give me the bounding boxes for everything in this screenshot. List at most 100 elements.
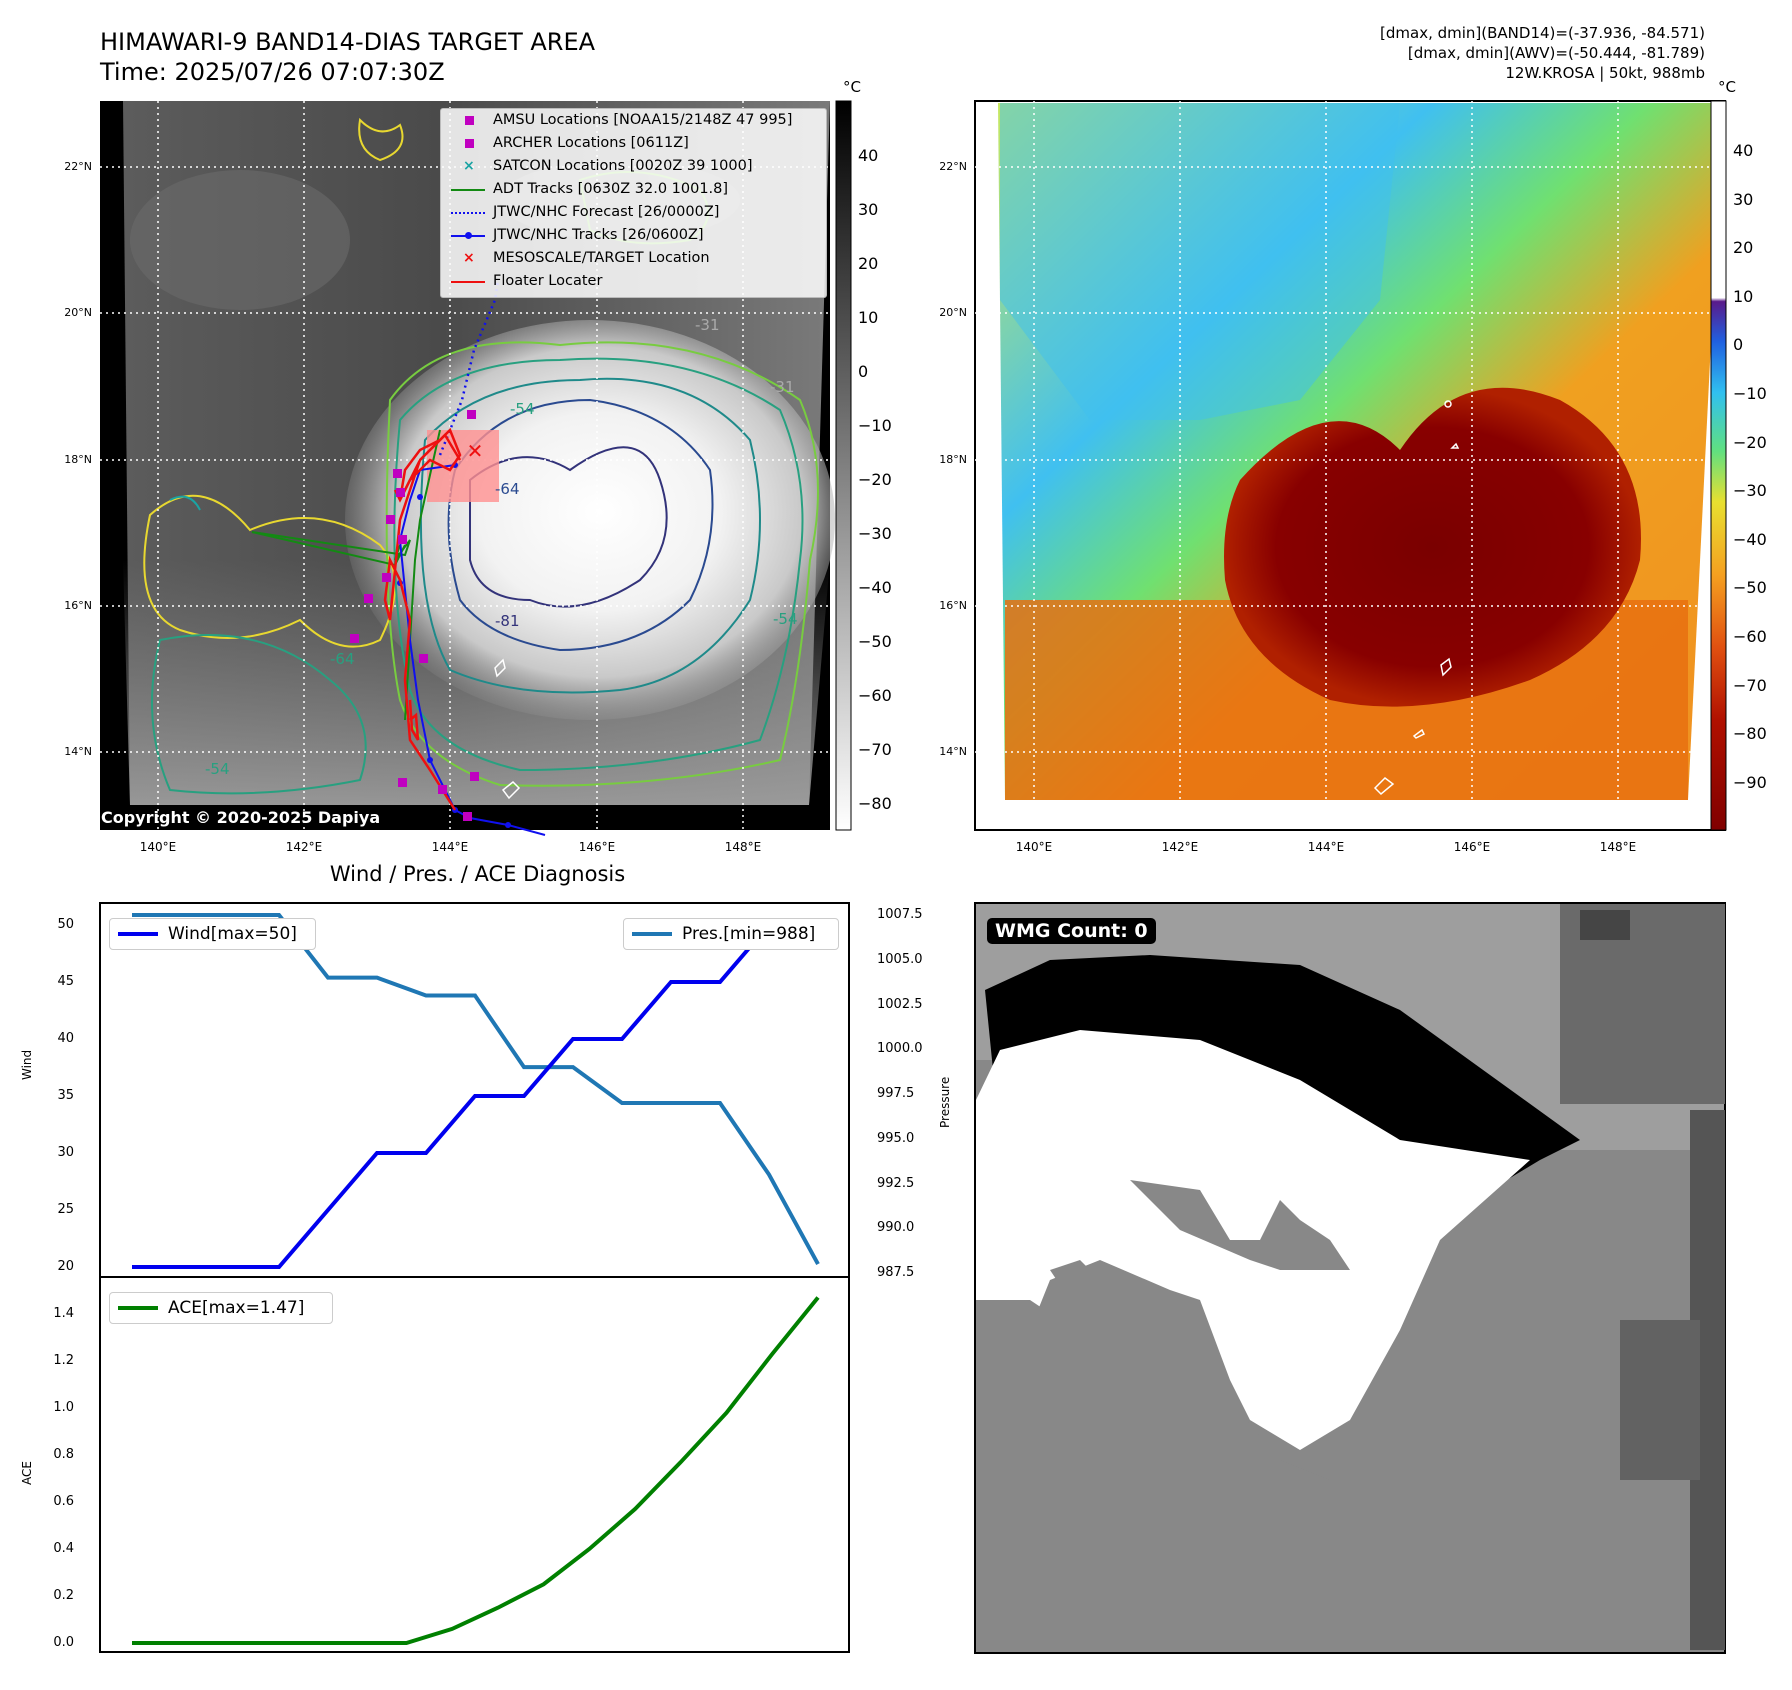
right-colorbar-tick: −40 — [1733, 529, 1767, 549]
ir-map-legend: AMSU Locations [NOAA15/2148Z 47 995] ARC… — [440, 108, 827, 298]
ace-plot-frame — [99, 1276, 850, 1653]
contour-label: -31 — [695, 316, 720, 334]
lon-tick-label: 144°E — [1307, 840, 1345, 854]
legend-item-adt: ADT Tracks [0630Z 32.0 1001.8] — [441, 178, 826, 201]
ace-tick-label: 0.4 — [53, 1541, 74, 1556]
pressure-tick-label: 1007.5 — [877, 907, 923, 922]
wind-tick-label: 25 — [57, 1202, 74, 1217]
lon-tick-label: 146°E — [1453, 840, 1491, 854]
lon-tick-label: 148°E — [1599, 840, 1637, 854]
lat-tick-label: 22°N — [939, 160, 967, 173]
contour-label: -54 — [773, 610, 798, 628]
line-icon — [451, 189, 485, 191]
right-colorbar-unit: °C — [1718, 78, 1736, 96]
legend-label: ADT Tracks [0630Z 32.0 1001.8] — [493, 181, 729, 197]
right-colorbar-tick: −10 — [1733, 384, 1767, 403]
left-colorbar-tick: 30 — [858, 200, 879, 219]
left-colorbar-tick: 0 — [858, 362, 869, 381]
lon-tick-label: 146°E — [578, 840, 616, 854]
right-colorbar-tick: 0 — [1733, 335, 1744, 355]
pressure-legend-label: Pres.[min=988] — [682, 924, 816, 944]
legend-item-target: × MESOSCALE/TARGET Location — [441, 247, 826, 270]
lat-tick-label: 14°N — [939, 745, 967, 758]
lon-tick-label: 142°E — [1161, 840, 1199, 854]
lon-tick-label: 148°E — [724, 840, 762, 854]
temperature-contours — [143, 117, 819, 795]
left-colorbar-tick: −60 — [858, 686, 892, 705]
right-colorbar-tick: −30 — [1733, 481, 1767, 501]
storm-cloud-shield — [345, 320, 835, 720]
figure-title-line1: HIMAWARI-9 BAND14-DIAS TARGET AREA — [100, 28, 596, 56]
pressure-tick-label: 990.0 — [877, 1220, 915, 1236]
wind-series-line — [132, 923, 818, 1269]
contour-label: -81 — [495, 612, 520, 630]
figure-title-line2: Time: 2025/07/26 07:07:30Z — [100, 58, 445, 86]
dotted-line-icon — [451, 212, 485, 214]
ace-tick-label: 1.4 — [53, 1306, 74, 1321]
ace-tick-label: 0.0 — [53, 1635, 74, 1650]
lat-tick-label: 18°N — [64, 453, 92, 466]
right-colorbar-tick: −60 — [1733, 627, 1767, 646]
wind-tick-label: 40 — [57, 1031, 74, 1046]
wind-pres-plot-frame — [99, 902, 850, 1278]
ace-tick-label: 0.2 — [53, 1588, 74, 1603]
lon-tick-label: 140°E — [1015, 840, 1053, 854]
line-icon — [118, 1306, 158, 1310]
pressure-tick-label: 997.5 — [877, 1086, 915, 1101]
info-line-3: 12W.KROSA | 50kt, 988mb — [1505, 64, 1705, 82]
right-colorbar-tick: −70 — [1733, 675, 1767, 695]
left-colorbar-tick: 20 — [858, 254, 879, 273]
legend-label: ARCHER Locations [0611Z] — [493, 135, 689, 151]
awv-cold-core — [1224, 387, 1641, 707]
legend-item-archer: ARCHER Locations [0611Z] — [441, 132, 826, 155]
contour-label: -64 — [330, 650, 355, 668]
pressure-tick-label: 1000.0 — [877, 1041, 923, 1057]
info-line-2: [dmax, dmin](AWV)=(-50.444, -81.789) — [1407, 44, 1705, 62]
lat-tick-label: 20°N — [64, 306, 92, 319]
left-colorbar-tick: −80 — [858, 794, 892, 813]
amsu-archer-markers — [350, 410, 479, 821]
copyright-text: Copyright © 2020-2025 Dapiya — [101, 808, 381, 827]
legend-item-satcon: × SATCON Locations [0020Z 39 1000] — [441, 155, 826, 178]
wind-axis-label: Wind — [20, 1049, 34, 1080]
wind-tick-label: 45 — [57, 974, 74, 989]
ir-colorbar — [835, 100, 852, 831]
target-location-marker: ✕ — [467, 439, 484, 463]
wind-tick-label: 35 — [57, 1088, 74, 1103]
pressure-axis-label: Pressure — [938, 1076, 952, 1128]
wind-legend: Wind[max=50] — [109, 918, 316, 950]
lat-tick-label: 16°N — [939, 599, 967, 612]
lat-tick-label: 14°N — [64, 745, 92, 758]
awv-colorbar — [1710, 100, 1727, 831]
legend-item-amsu: AMSU Locations [NOAA15/2148Z 47 995] — [441, 109, 826, 132]
diagnosis-lines — [132, 913, 820, 1645]
right-colorbar-tick: −50 — [1733, 578, 1767, 598]
pressure-tick-label: 995.0 — [877, 1130, 915, 1146]
square-marker-icon — [465, 116, 474, 125]
ace-legend-label: ACE[max=1.47] — [168, 1298, 305, 1318]
legend-label: JTWC/NHC Tracks [26/0600Z] — [493, 227, 704, 243]
wind-tick-label: 30 — [57, 1145, 74, 1160]
right-colorbar-tick: 10 — [1733, 286, 1754, 306]
right-colorbar-tick: −80 — [1733, 724, 1767, 744]
lat-tick-label: 16°N — [64, 599, 92, 612]
left-colorbar-tick: −40 — [858, 578, 892, 597]
line-icon — [118, 932, 158, 936]
wind-tick-label: 50 — [57, 917, 74, 932]
wind-legend-label: Wind[max=50] — [168, 924, 297, 944]
line-icon — [632, 932, 672, 936]
legend-label: Floater Locater — [493, 273, 603, 289]
diagnosis-title: Wind / Pres. / ACE Diagnosis — [329, 862, 626, 886]
right-colorbar-tick: 20 — [1733, 238, 1754, 258]
contour-label: -54 — [510, 400, 535, 418]
pressure-tick-label: 1002.5 — [877, 996, 923, 1012]
contour-label: -54 — [205, 760, 230, 778]
wmg-count-badge: WMG Count: 0 — [987, 918, 1156, 944]
left-colorbar-unit: °C — [843, 78, 861, 96]
legend-item-jtwc-tracks: JTWC/NHC Tracks [26/0600Z] — [441, 224, 826, 247]
left-colorbar-tick: −10 — [858, 416, 892, 435]
info-line-1: [dmax, dmin](BAND14)=(-37.936, -84.571) — [1380, 24, 1705, 42]
lon-tick-label: 140°E — [139, 840, 177, 854]
ace-series-line — [132, 1296, 820, 1645]
